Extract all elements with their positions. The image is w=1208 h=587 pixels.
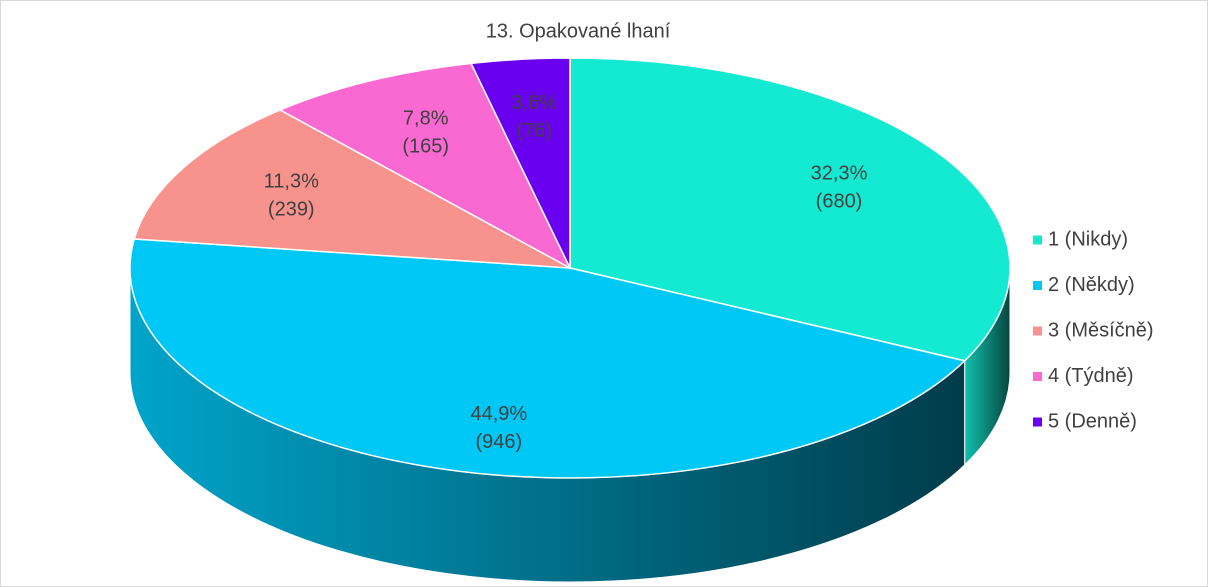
legend-swatch: [1033, 372, 1042, 381]
data-label: 7,8%: [403, 108, 449, 130]
data-label: 3,6%: [511, 92, 557, 114]
data-label: 32,3%: [811, 162, 868, 184]
slice: [129, 238, 967, 479]
legend-swatch: [1033, 326, 1042, 336]
data-label: (239): [268, 198, 315, 220]
legend-label: 1 (Nikdy): [1048, 228, 1128, 250]
legend-swatch: [1033, 417, 1042, 427]
slice: [569, 57, 1011, 362]
slice: [133, 109, 571, 269]
legend-swatch: [1033, 235, 1042, 245]
legend-label: 5 (Denně): [1048, 410, 1137, 432]
data-label: (680): [816, 190, 863, 212]
slice: [469, 57, 571, 269]
data-label: 11,3%: [264, 170, 319, 192]
data-label: (76): [516, 120, 552, 142]
data-label: (946): [476, 431, 523, 453]
legend-label: 2 (Někdy): [1048, 274, 1135, 296]
slice: [278, 62, 572, 270]
legend-label: 3 (Měsíčně): [1048, 319, 1154, 341]
chart-title: 13. Opakované lhaní: [486, 20, 671, 42]
data-label: 44,9%: [471, 403, 528, 425]
data-label: (165): [402, 136, 449, 158]
legend-label: 4 (Týdně): [1048, 365, 1134, 387]
legend-swatch: [1033, 281, 1042, 290]
